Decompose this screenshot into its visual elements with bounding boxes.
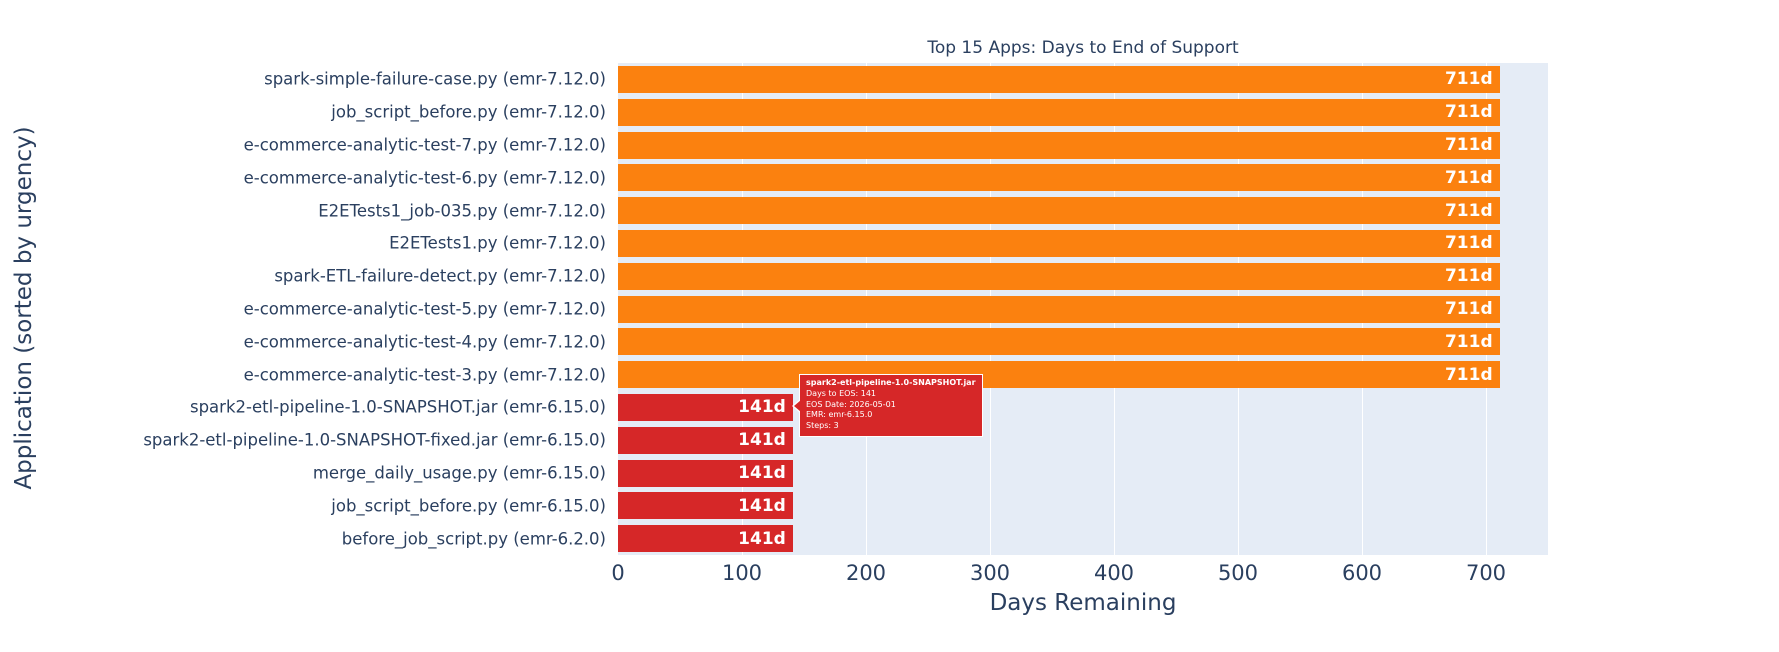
tooltip-line: EOS Date: 2026-05-01 [806,399,896,409]
bar[interactable]: 711d [618,98,1500,126]
bar-value-label: 711d [1444,266,1493,287]
bar[interactable]: 711d [618,164,1500,192]
bar-value-label: 711d [1444,233,1493,254]
bar[interactable]: 711d [618,131,1500,159]
x-tick-label: 300 [969,561,1011,585]
y-axis-label: job_script_before.py (emr-6.15.0) [331,496,606,516]
tooltip-line: Steps: 3 [806,421,839,431]
bar[interactable]: 711d [618,65,1500,93]
x-tick-label: 0 [611,561,625,585]
tooltip-title: spark2-etl-pipeline-1.0-SNAPSHOT.jar [806,378,976,387]
bar-value-label: 141d [738,397,786,418]
tooltip-arrow-icon [794,400,801,412]
bar[interactable]: 141d [618,393,793,421]
x-axis-title: Days Remaining [989,590,1177,616]
x-tick-label: 700 [1465,561,1507,585]
y-axis-label: spark2-etl-pipeline-1.0-SNAPSHOT-fixed.j… [143,430,606,450]
bar-value-label: 141d [738,463,786,483]
y-axis-label: merge_daily_usage.py (emr-6.15.0) [312,463,606,483]
x-tick-label: 400 [1093,561,1135,585]
bar-value-label: 141d [738,495,786,516]
y-axis-label: e-commerce-analytic-test-3.py (emr-7.12.… [243,365,606,385]
tooltip-line: Days to EOS: 141 [806,388,877,398]
x-tick-label: 100 [721,561,763,585]
bar[interactable]: 711d [618,328,1500,356]
bar[interactable]: 711d [618,361,1500,389]
y-axis-label: e-commerce-analytic-test-7.py (emr-7.12.… [243,135,606,155]
bar[interactable]: 141d [618,459,793,487]
bar[interactable]: 141d [618,426,793,454]
tooltip-line: EMR: emr-6.15.0 [806,410,873,420]
x-tick-label: 600 [1341,561,1383,585]
y-axis-labels: spark-simple-failure-case.py (emr-7.12.0… [0,63,612,555]
bar-value-label: 711d [1444,167,1493,188]
y-axis-label: job_script_before.py (emr-7.12.0) [331,102,606,122]
y-axis-label: e-commerce-analytic-test-5.py (emr-7.12.… [243,299,606,319]
bar-value-label: 711d [1444,69,1493,90]
y-axis-label: E2ETests1.py (emr-7.12.0) [389,233,606,253]
y-axis-label: spark-ETL-failure-detect.py (emr-7.12.0) [274,266,606,286]
bar[interactable]: 141d [618,492,793,520]
chart-title: Top 15 Apps: Days to End of Support [927,38,1239,58]
y-axis-label: E2ETests1_job-035.py (emr-7.12.0) [318,201,606,221]
y-axis-label: spark-simple-failure-case.py (emr-7.12.0… [264,69,606,89]
bar-value-label: 711d [1444,102,1493,123]
plot-area[interactable]: 711d 711d 711d 711d 711d 711d 711d 711d 711d 711d… [618,63,1548,555]
bar[interactable]: 711d [618,262,1500,290]
y-axis-label: e-commerce-analytic-test-6.py (emr-7.12.… [243,168,606,188]
bar-value-label: 141d [738,430,786,451]
bar[interactable]: 711d [618,295,1500,323]
y-axis-label: spark2-etl-pipeline-1.0-SNAPSHOT.jar (em… [189,397,606,417]
x-axis-ticks: 0 100 200 300 400 500 600 700 [611,561,1548,587]
y-axis-label: e-commerce-analytic-test-4.py (emr-7.12.… [243,332,606,352]
bar-value-label: 711d [1444,135,1493,155]
bar-value-label: 711d [1444,331,1493,352]
x-tick-label: 500 [1217,561,1259,585]
hover-tooltip: spark2-etl-pipeline-1.0-SNAPSHOT.jar Day… [792,374,983,437]
bar[interactable]: 711d [618,229,1500,257]
bar-value-label: 711d [1444,299,1493,319]
bar-value-label: 711d [1444,200,1493,221]
x-tick-label: 200 [845,561,887,585]
bar[interactable]: 711d [618,197,1500,225]
bar-value-label: 711d [1444,364,1493,385]
bar-value-label: 141d [738,528,786,549]
y-axis-label: before_job_script.py (emr-6.2.0) [341,529,606,549]
bar[interactable]: 141d [618,525,793,553]
